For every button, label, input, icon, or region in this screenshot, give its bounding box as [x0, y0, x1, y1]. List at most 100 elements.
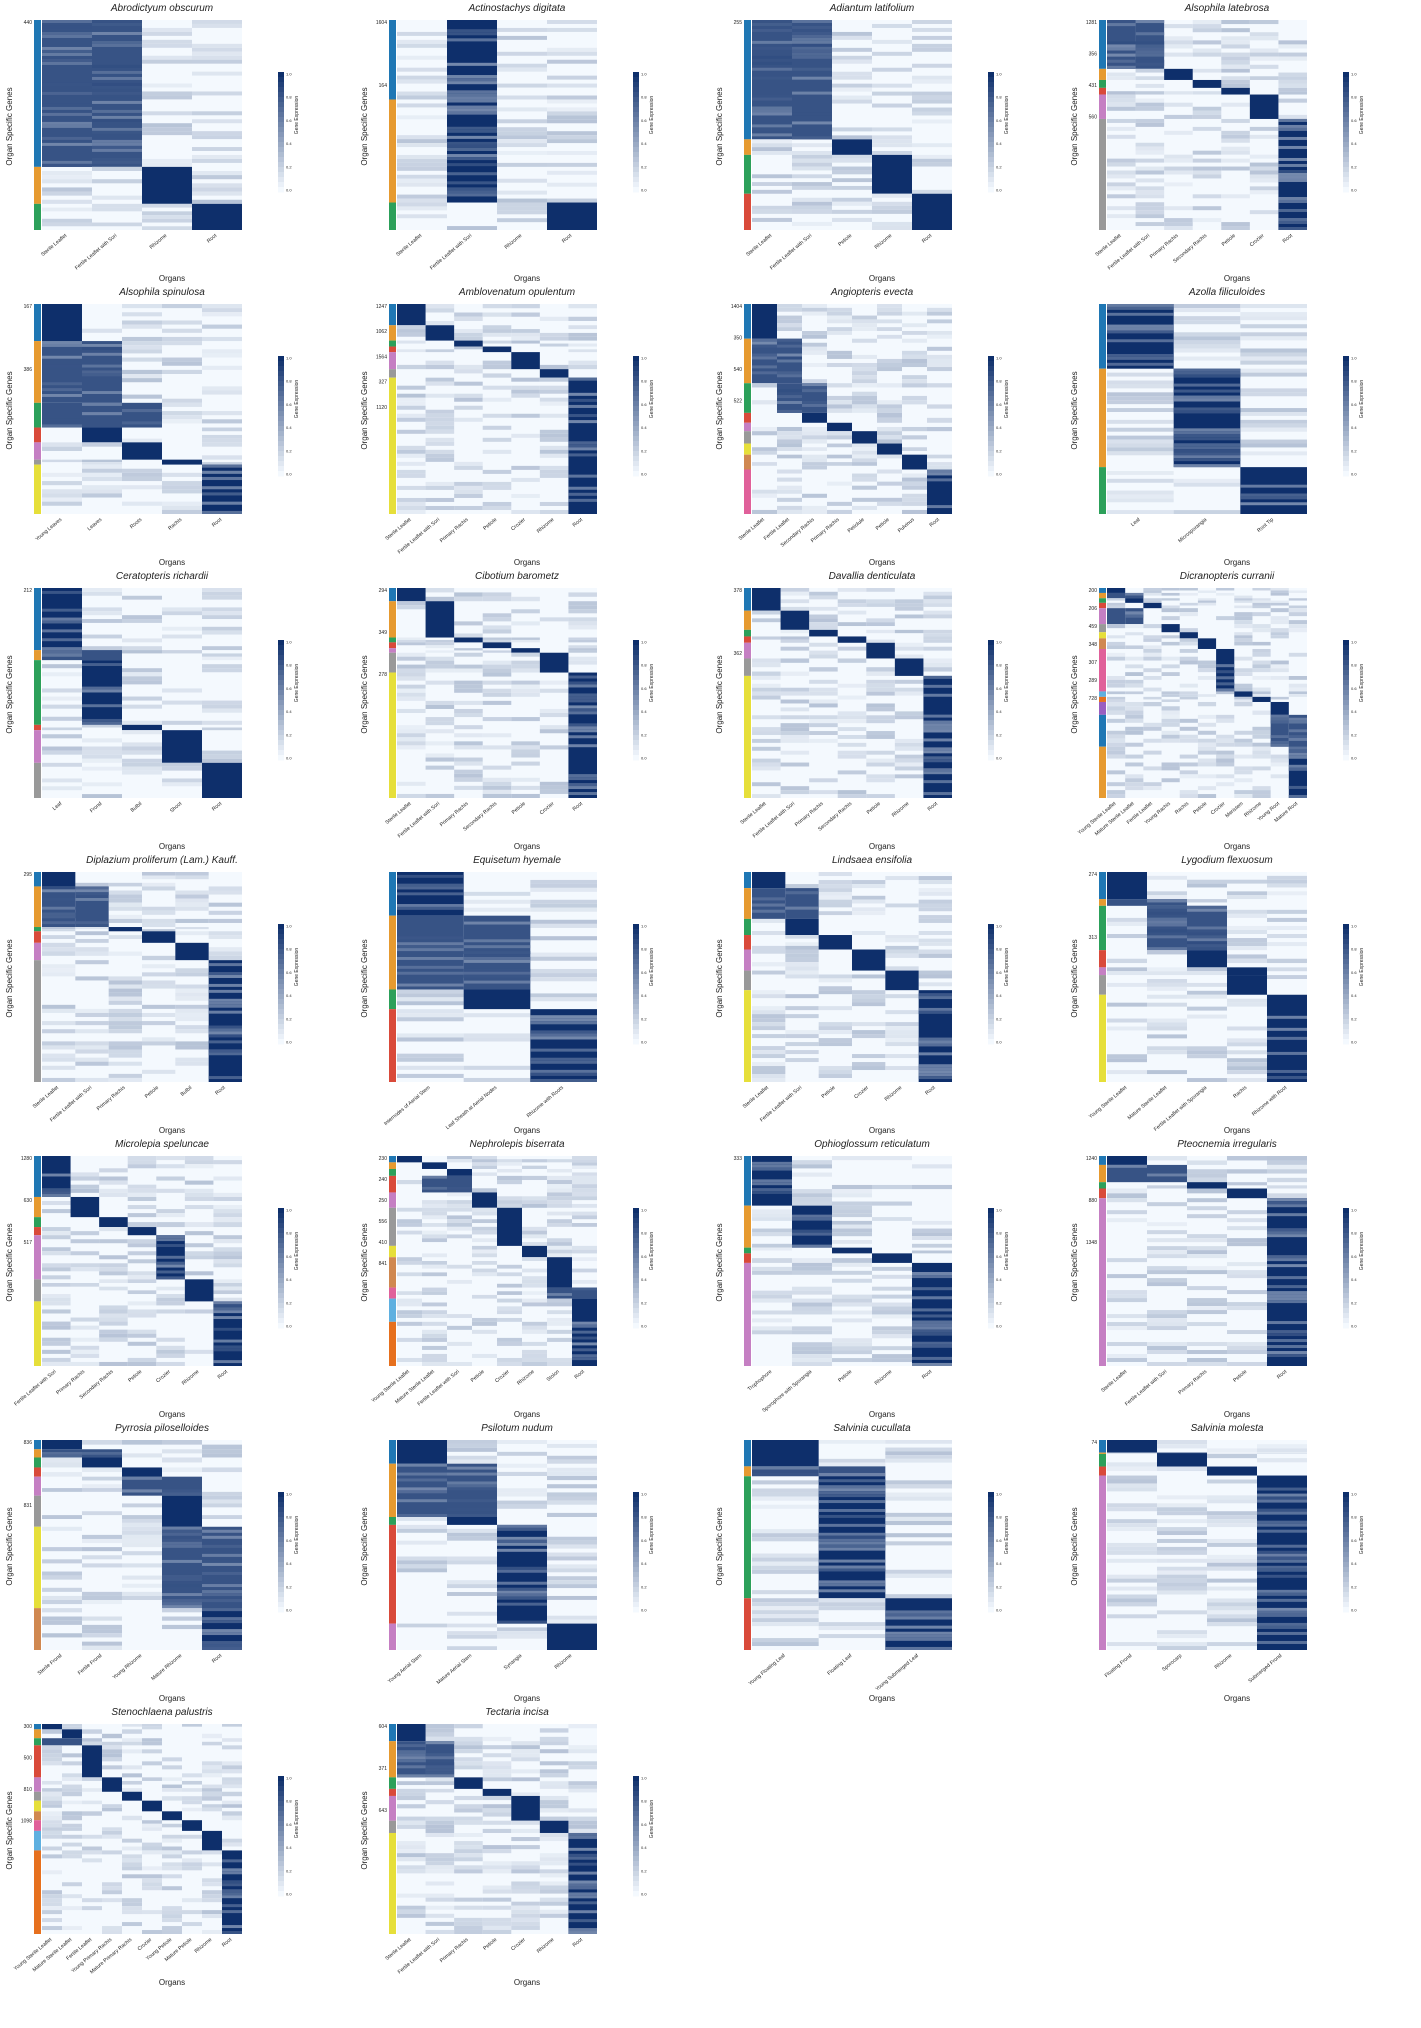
heatmap-cell-noise — [872, 1330, 912, 1335]
heatmap-cell-noise — [463, 1037, 531, 1042]
heatmap-block — [99, 1217, 128, 1228]
heatmap-cell-noise — [1234, 754, 1253, 759]
heatmap-cell-noise — [397, 1792, 426, 1796]
heatmap-block-texture — [1288, 717, 1307, 721]
heatmap-cell-noise — [1143, 722, 1162, 727]
heatmap-cell-noise — [818, 990, 852, 995]
colorbar-segment — [1343, 1293, 1349, 1299]
heatmap-block-texture — [162, 1559, 202, 1563]
heatmap-block-texture — [42, 1194, 71, 1197]
heatmap-cell-noise — [202, 1882, 222, 1887]
heatmap-cell-noise — [1240, 324, 1307, 329]
heatmap-cell-noise — [539, 1795, 569, 1801]
heatmap-block-texture — [568, 711, 597, 715]
heatmap-block-texture — [213, 1304, 242, 1308]
heatmap-cell-noise — [852, 383, 877, 388]
heatmap-cell-noise — [397, 656, 426, 661]
heatmap-cell-noise — [547, 1180, 572, 1185]
colorbar-segment — [988, 964, 994, 970]
colorbar-segment — [988, 177, 994, 183]
heatmap-block-texture — [397, 906, 464, 910]
heatmap-block-texture — [568, 474, 597, 478]
heatmap-cell-noise — [1125, 762, 1144, 767]
heatmap-cell-noise — [1221, 64, 1250, 69]
heatmap-cell-noise — [1179, 641, 1198, 646]
heatmap-cell-noise — [752, 695, 781, 700]
colorbar-tick-label: 0.6 — [641, 686, 647, 691]
heatmap-block-texture — [818, 1559, 886, 1563]
colorbar-segment — [1343, 1308, 1349, 1314]
heatmap-cell-noise — [463, 907, 531, 912]
column-label: Petiole — [837, 1369, 853, 1384]
row-tick-label: 500 — [24, 1756, 33, 1762]
heatmap-block-texture — [1278, 172, 1307, 176]
heatmap-cell-noise — [1157, 1634, 1207, 1639]
heatmap-block-texture — [1240, 502, 1307, 506]
colorbar-segment — [278, 421, 284, 427]
heatmap-cell-noise — [1221, 118, 1250, 123]
heatmap-cell-noise — [1173, 340, 1241, 345]
heatmap-cell-noise — [832, 185, 872, 190]
heatmap-block-texture — [792, 91, 832, 95]
heatmap-cell-noise — [752, 1496, 819, 1501]
heatmap-cell-noise — [539, 1773, 569, 1778]
colorbar-label: Gene Expression — [294, 663, 300, 703]
heatmap-cell-noise — [447, 1646, 497, 1650]
heatmap-block — [454, 637, 483, 643]
row-tick-label: 386 — [24, 367, 33, 373]
heatmap-cell-noise — [852, 395, 877, 401]
heatmap-block-texture — [202, 1544, 242, 1548]
heatmap-cell-noise — [497, 35, 547, 40]
heatmap-panel: Alsophila latebrosa 1281 356 431 560 Sterile … — [1067, 2, 1421, 286]
heatmap-cell-noise — [1252, 786, 1271, 791]
heatmap-cell-noise — [777, 509, 802, 514]
heatmap-block-texture — [447, 1514, 497, 1517]
heatmap-cell-noise — [1107, 1578, 1157, 1583]
heatmap-block-texture — [918, 996, 952, 1000]
heatmap-cell-noise — [902, 497, 927, 502]
colorbar-tick-label: 0.8 — [1351, 947, 1357, 952]
heatmap-cell-noise — [832, 1240, 872, 1244]
heatmap-cell-noise — [122, 766, 162, 771]
heatmap-cell-noise — [912, 99, 952, 104]
colorbar-segment — [988, 1213, 994, 1219]
heatmap-cell-noise — [832, 83, 872, 88]
group-color-strip — [34, 459, 41, 465]
heatmap-cell-noise — [1240, 368, 1307, 373]
heatmap-cell-noise — [1252, 612, 1271, 617]
group-color-strip — [34, 1449, 41, 1458]
heatmap-cell-noise — [927, 426, 952, 432]
heatmap-cell-noise — [1125, 726, 1144, 731]
heatmap-cell-noise — [1216, 762, 1235, 767]
colorbar-segment — [988, 162, 994, 168]
heatmap-cell-noise — [397, 1824, 426, 1829]
group-color-strip — [389, 304, 396, 326]
heatmap-cell-noise — [752, 431, 777, 436]
heatmap-cell-noise — [156, 1209, 185, 1214]
heatmap-cell-noise — [827, 319, 852, 324]
heatmap-cell-noise — [70, 1251, 100, 1256]
heatmap-cell-noise — [1221, 60, 1250, 65]
group-color-strip — [389, 872, 396, 916]
heatmap-cell-noise — [447, 1219, 472, 1224]
y-axis-label: Organ Specific Genes — [1070, 371, 1079, 450]
colorbar-segment — [1343, 994, 1349, 1000]
heatmap-cell-noise — [1107, 102, 1136, 107]
heatmap-block-texture — [1240, 484, 1307, 488]
colorbar-label: Gene Expression — [649, 95, 655, 135]
heatmap-block-texture — [792, 1229, 832, 1233]
colorbar-segment — [278, 441, 284, 447]
heatmap-cell-noise — [202, 349, 242, 354]
heatmap-block-texture — [752, 1191, 792, 1194]
heatmap-cell-noise — [497, 1357, 522, 1362]
column-label: Root Tip — [1256, 517, 1275, 534]
colorbar-segment — [988, 172, 994, 178]
heatmap-cell-noise — [866, 715, 895, 720]
heatmap-cell-noise — [422, 1223, 447, 1227]
heatmap-block-texture — [1187, 908, 1227, 912]
heatmap-cell-noise — [1192, 166, 1222, 171]
heatmap-cell-noise — [202, 1898, 222, 1903]
heatmap-block-texture — [202, 1644, 242, 1648]
heatmap-cell-noise — [425, 381, 455, 386]
heatmap-cell-noise — [1197, 758, 1217, 763]
